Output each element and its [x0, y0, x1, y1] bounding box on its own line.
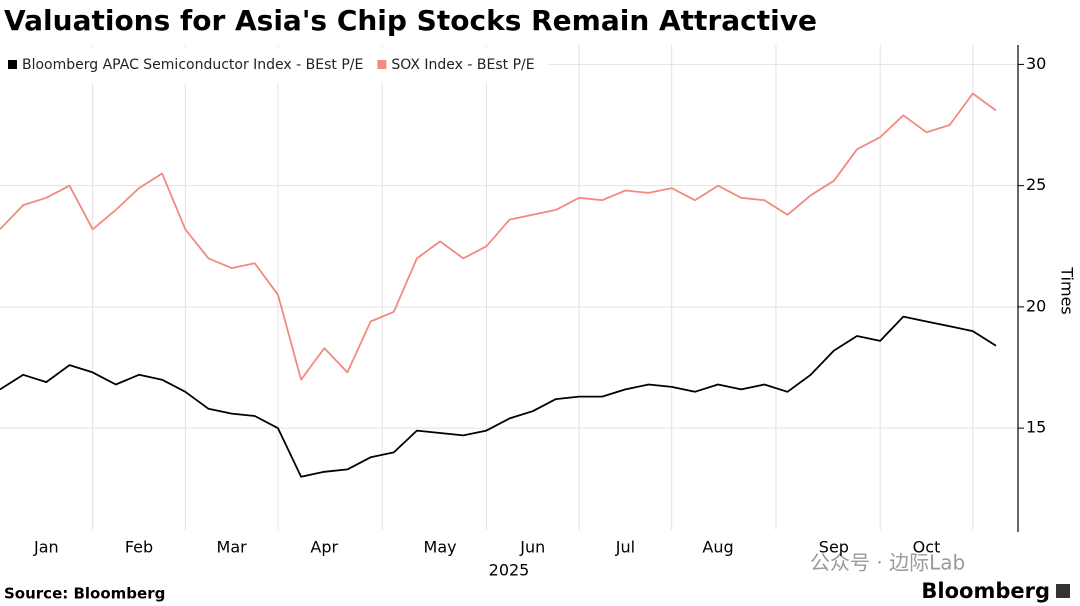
y-tick-label: 15	[1026, 418, 1046, 437]
legend-swatch	[8, 60, 17, 69]
line-series	[0, 92, 997, 381]
chart-title: Valuations for Asia's Chip Stocks Remain…	[4, 4, 817, 37]
y-tick-label: 20	[1026, 296, 1046, 315]
source: Source: Bloomberg	[4, 585, 165, 603]
x-axis-label: 2025	[489, 561, 530, 580]
brand-icon	[1056, 584, 1070, 598]
y-axis-label: Times	[1058, 266, 1077, 315]
brand: Bloomberg	[921, 579, 1050, 603]
y-tick-label: 30	[1026, 54, 1046, 73]
x-tick-label: May	[424, 538, 457, 557]
x-tick-label: Apr	[310, 538, 338, 557]
x-tick-label: Aug	[702, 538, 733, 557]
legend-label: Bloomberg APAC Semiconductor Index - BEs…	[22, 57, 363, 73]
x-tick-label: Jul	[615, 538, 635, 557]
line-series	[0, 315, 997, 478]
x-tick-label: Sep	[819, 538, 849, 557]
x-tick-label: Oct	[913, 538, 941, 557]
x-tick-label: Jun	[519, 538, 545, 557]
watermark: 公众号 · 边际Lab	[810, 551, 965, 575]
x-tick-label: Mar	[217, 538, 248, 557]
legend-background	[0, 47, 549, 83]
x-tick-label: Jan	[33, 538, 59, 557]
legend-label: SOX Index - BEst P/E	[391, 57, 534, 73]
legend-swatch	[377, 60, 387, 69]
y-tick-label: 25	[1026, 175, 1046, 194]
x-tick-label: Feb	[125, 538, 153, 557]
